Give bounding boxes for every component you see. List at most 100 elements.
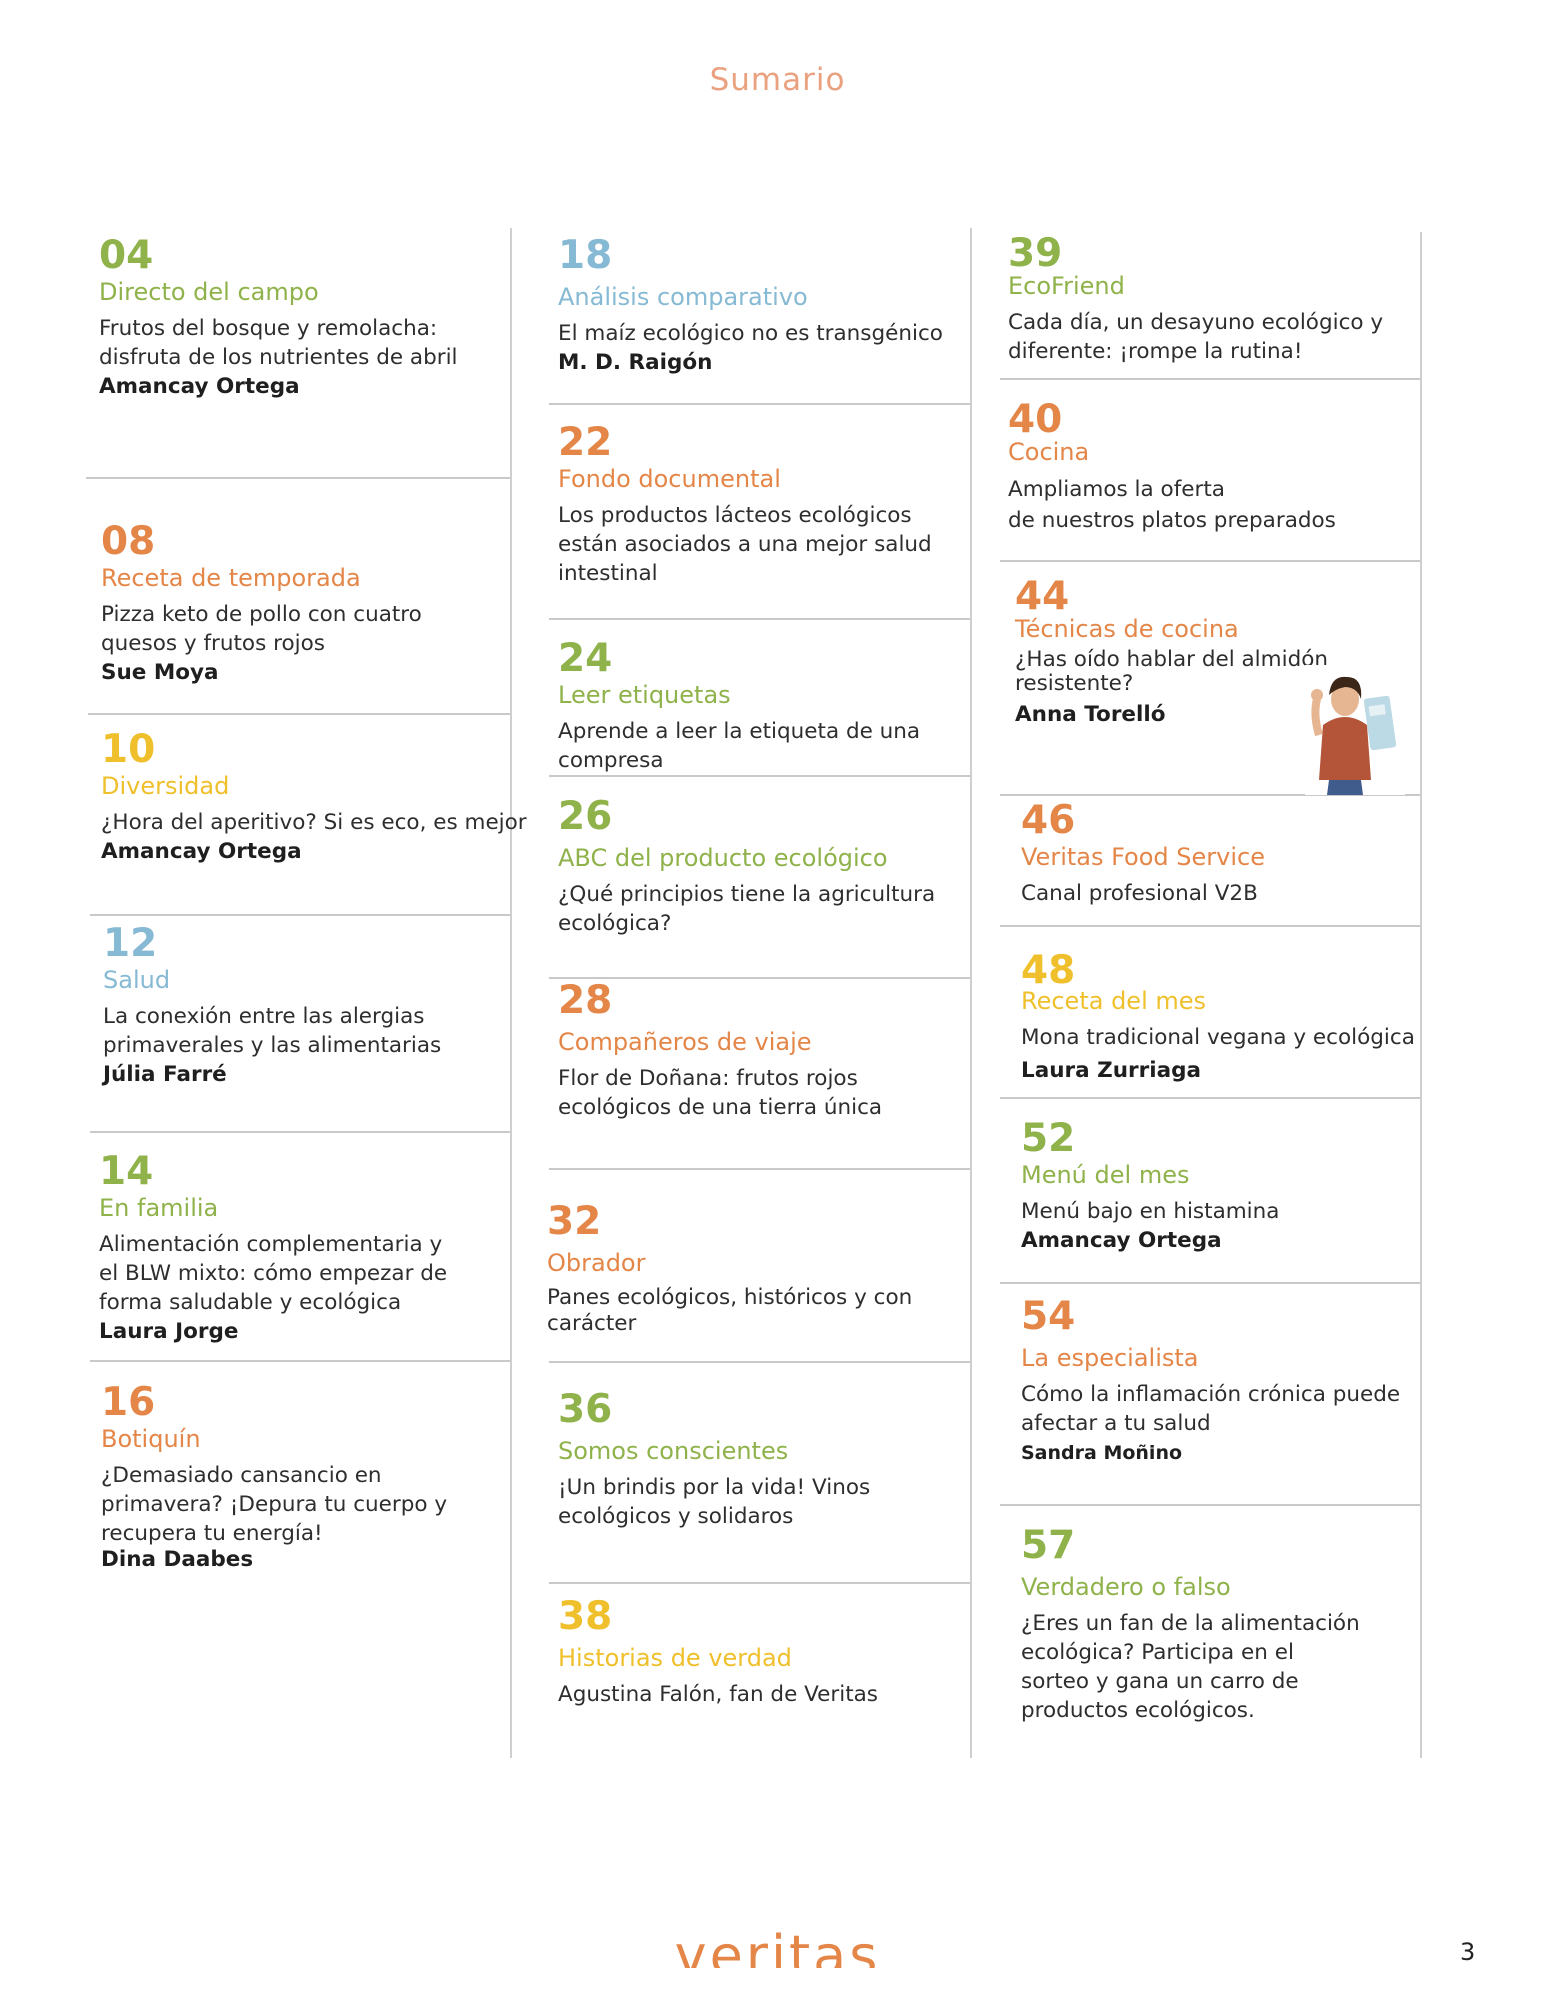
- entry-separator: [1000, 1282, 1420, 1284]
- section-name: Diversidad: [101, 772, 230, 800]
- toc-entry[interactable]: 28 Compañeros de viaje Flor de Doñana: f…: [558, 981, 882, 1122]
- toc-entry[interactable]: 12 Salud La conexión entre las alergias p…: [103, 924, 441, 1090]
- entry-author: Amancay Ortega: [99, 374, 300, 399]
- page-number: 54: [1021, 1294, 1076, 1339]
- toc-entry[interactable]: 24 Leer etiquetas Aprende a leer la etiq…: [558, 639, 920, 775]
- toc-entry[interactable]: 22 Fondo documental Los productos lácteo…: [558, 423, 932, 588]
- entry-description: ¿Hora del aperitivo? Si es eco, es mejor: [101, 810, 527, 835]
- section-name: EcoFriend: [1008, 272, 1125, 300]
- entry-separator: [86, 477, 510, 479]
- entry-description: Aprende a leer la etiqueta de una compres…: [558, 719, 921, 773]
- page-number: 04: [99, 233, 154, 278]
- page-number: 48: [1021, 948, 1076, 993]
- entry-separator: [90, 1131, 510, 1133]
- entry-description: Frutos del bosque y remolacha: disfruta d…: [99, 316, 458, 370]
- section-name: En familia: [99, 1194, 219, 1222]
- toc-entry[interactable]: 26 ABC del producto ecológico ¿Qué princ…: [558, 797, 935, 938]
- toc-entry[interactable]: 38 Historias de verdad Agustina Falón, f…: [558, 1597, 878, 1709]
- entry-separator: [549, 403, 970, 405]
- toc-entry[interactable]: 10 Diversidad ¿Hora del aperitivo? Si es…: [101, 730, 527, 867]
- column-divider: [1420, 232, 1422, 1758]
- page-number: 39: [1008, 231, 1063, 276]
- entry-separator: [1000, 378, 1420, 380]
- toc-entry[interactable]: 08 Receta de temporada Pizza keto de pol…: [101, 522, 422, 688]
- toc-entry[interactable]: 36 Somos conscientes ¡Un brindis por la …: [558, 1390, 870, 1531]
- toc-entry[interactable]: 57 Verdadero o falso ¿Eres un fan de la …: [1021, 1526, 1360, 1725]
- entry-separator: [549, 977, 970, 979]
- page-number: 24: [558, 636, 613, 681]
- section-name: Menú del mes: [1021, 1161, 1190, 1189]
- entry-description: Menú bajo en histamina: [1021, 1199, 1280, 1224]
- toc-entry[interactable]: 18 Análisis comparativo El maíz ecológic…: [558, 236, 943, 378]
- toc-entry[interactable]: 32 Obrador Panes ecológicos, históricos …: [547, 1202, 912, 1337]
- entry-author: Amancay Ortega: [101, 839, 302, 864]
- entry-description: El maíz ecológico no es transgénico: [558, 321, 943, 346]
- section-name: Receta de temporada: [101, 564, 361, 592]
- entry-description: Cada día, un desayuno ecológico y diferen…: [1008, 310, 1384, 364]
- entry-description: Pizza keto de pollo con cuatro quesos y f…: [101, 602, 422, 656]
- section-name: Fondo documental: [558, 465, 781, 493]
- page-number: 08: [101, 519, 156, 564]
- entry-description: La conexión entre las alergias primaveral…: [103, 1004, 442, 1058]
- toc-entry[interactable]: 16 Botiquín ¿Demasiado cansancio en prima…: [101, 1383, 447, 1575]
- page-number: 22: [558, 420, 613, 465]
- page-number: 26: [558, 794, 613, 839]
- entry-separator: [1000, 560, 1420, 562]
- entry-description: Alimentación complementaria y el BLW mixt…: [99, 1232, 448, 1315]
- entry-separator: [90, 1360, 510, 1362]
- page-number: 57: [1021, 1523, 1076, 1568]
- toc-entry[interactable]: 46 Veritas Food Service Canal profesiona…: [1021, 801, 1265, 908]
- page-number: 52: [1021, 1116, 1076, 1161]
- section-name: Directo del campo: [99, 278, 319, 306]
- page-number: 46: [1021, 798, 1076, 843]
- section-name: Obrador: [547, 1249, 646, 1277]
- entry-separator: [549, 1168, 970, 1170]
- section-name: Historias de verdad: [558, 1644, 792, 1672]
- page-number: 38: [558, 1594, 613, 1639]
- toc-entry[interactable]: 40 Cocina Ampliamos la oferta de nuestros…: [1008, 400, 1336, 536]
- entry-author: Laura Jorge: [99, 1319, 239, 1344]
- entry-separator: [1000, 925, 1420, 927]
- section-name: Cocina: [1008, 438, 1090, 466]
- entry-separator: [549, 1582, 970, 1584]
- section-name: Botiquín: [101, 1425, 201, 1453]
- entry-author: Laura Zurriaga: [1021, 1058, 1201, 1083]
- cook-photo: [1305, 665, 1405, 795]
- entry-description: ¿Demasiado cansancio en primavera? ¡Depur…: [101, 1463, 448, 1546]
- entry-author: Sue Moya: [101, 660, 219, 685]
- page-number-footer: 3: [1460, 1938, 1476, 1966]
- section-name: Compañeros de viaje: [558, 1028, 812, 1056]
- toc-entry[interactable]: 52 Menú del mes Menú bajo en histamina A…: [1021, 1119, 1279, 1256]
- entry-separator: [549, 618, 970, 620]
- toc-entry[interactable]: 54 La especialista Cómo la inflamación c…: [1021, 1297, 1400, 1468]
- column-divider: [970, 228, 972, 1758]
- entry-description: ¿Qué principios tiene la agricultura ecol…: [558, 882, 936, 936]
- section-name: ABC del producto ecológico: [558, 844, 888, 872]
- page-number: 18: [558, 233, 613, 278]
- veritas-logo: veritas: [674, 1924, 881, 1968]
- entry-description: ¡Un brindis por la vida! Vinos ecológicos…: [558, 1475, 871, 1529]
- entry-description: ¿Has oído hablar del almidón resistente?: [1015, 647, 1328, 696]
- entry-description: Panes ecológicos, históricos y con caráct…: [547, 1285, 913, 1336]
- section-name: La especialista: [1021, 1344, 1199, 1372]
- toc-entry[interactable]: 14 En familia Alimentación complementari…: [99, 1152, 447, 1347]
- entry-description: ¿Eres un fan de la alimentación ecológica…: [1021, 1611, 1360, 1723]
- toc-entry[interactable]: 44 Técnicas de cocina ¿Has oído hablar d…: [1015, 577, 1328, 730]
- entry-separator: [1000, 794, 1420, 796]
- section-name: Veritas Food Service: [1021, 843, 1265, 871]
- section-name: Análisis comparativo: [558, 283, 808, 311]
- toc-entry[interactable]: 39 EcoFriend Cada día, un desayuno ecoló…: [1008, 234, 1383, 366]
- entry-description: Mona tradicional vegana y ecológica: [1021, 1025, 1415, 1050]
- entry-author: Dina Daabes: [101, 1547, 254, 1572]
- page-title: Sumario: [709, 62, 846, 98]
- page-number: 44: [1015, 574, 1070, 619]
- entry-separator: [549, 775, 970, 777]
- page-number: 14: [99, 1149, 154, 1194]
- page-number: 36: [558, 1387, 613, 1432]
- section-name: Somos conscientes: [558, 1437, 789, 1465]
- toc-entry[interactable]: 48 Receta del mes Mona tradicional vegan…: [1021, 951, 1415, 1086]
- section-name: Verdadero o falso: [1021, 1573, 1231, 1601]
- entry-separator: [88, 713, 510, 715]
- entry-author: Sandra Moñino: [1021, 1442, 1183, 1464]
- toc-entry[interactable]: 04 Directo del campo Frutos del bosque y…: [99, 236, 458, 402]
